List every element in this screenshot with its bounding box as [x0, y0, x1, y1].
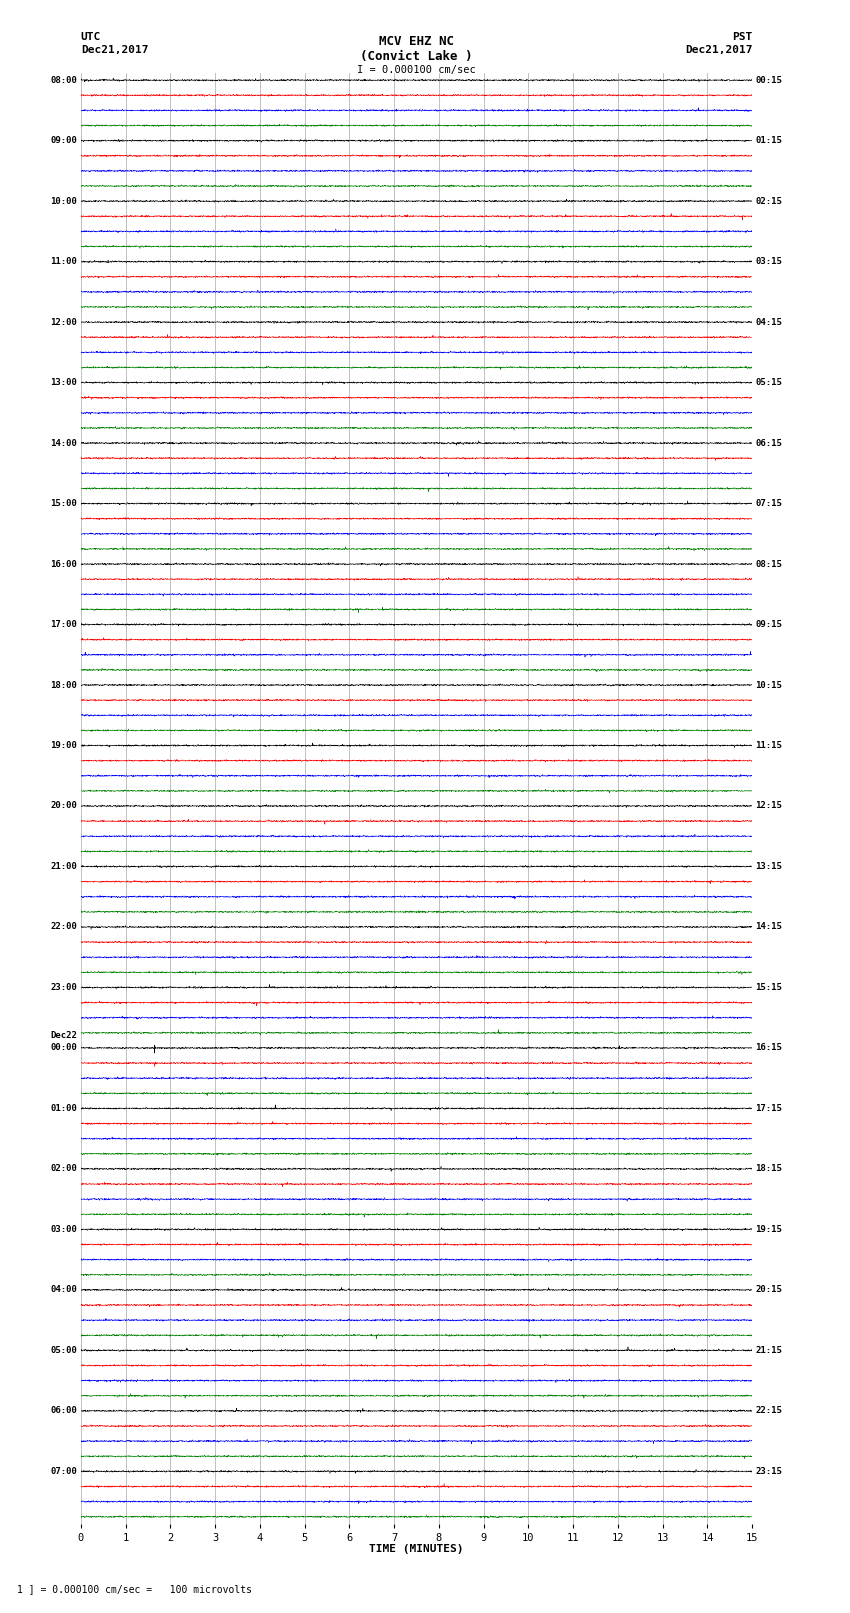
- Text: 14:15: 14:15: [756, 923, 783, 931]
- Text: TIME (MINUTES): TIME (MINUTES): [369, 1544, 464, 1553]
- Text: 10:00: 10:00: [50, 197, 77, 205]
- Text: 13:15: 13:15: [756, 861, 783, 871]
- Text: UTC: UTC: [81, 32, 101, 42]
- Text: 19:00: 19:00: [50, 740, 77, 750]
- Text: 05:00: 05:00: [50, 1345, 77, 1355]
- Text: 11:15: 11:15: [756, 740, 783, 750]
- Text: 15:15: 15:15: [756, 982, 783, 992]
- Text: 04:15: 04:15: [756, 318, 783, 326]
- Text: 21:00: 21:00: [50, 861, 77, 871]
- Text: 06:15: 06:15: [756, 439, 783, 447]
- Text: 07:15: 07:15: [756, 498, 783, 508]
- Text: 00:00: 00:00: [50, 1044, 77, 1052]
- Text: 04:00: 04:00: [50, 1286, 77, 1294]
- Text: 00:15: 00:15: [756, 76, 783, 84]
- Text: Dec22: Dec22: [50, 1031, 77, 1040]
- Text: 20:00: 20:00: [50, 802, 77, 810]
- Text: 15:00: 15:00: [50, 498, 77, 508]
- Text: 18:15: 18:15: [756, 1165, 783, 1173]
- Text: 03:00: 03:00: [50, 1224, 77, 1234]
- Text: 12:00: 12:00: [50, 318, 77, 326]
- Text: I = 0.000100 cm/sec: I = 0.000100 cm/sec: [357, 65, 476, 74]
- Text: 09:00: 09:00: [50, 135, 77, 145]
- Text: Dec21,2017: Dec21,2017: [81, 45, 148, 55]
- Text: 08:15: 08:15: [756, 560, 783, 568]
- Text: (Convict Lake ): (Convict Lake ): [360, 50, 473, 63]
- Text: 02:15: 02:15: [756, 197, 783, 205]
- Text: 14:00: 14:00: [50, 439, 77, 447]
- Text: 17:15: 17:15: [756, 1103, 783, 1113]
- Text: 12:15: 12:15: [756, 802, 783, 810]
- Text: 05:15: 05:15: [756, 377, 783, 387]
- Text: 18:00: 18:00: [50, 681, 77, 689]
- Text: 16:15: 16:15: [756, 1044, 783, 1052]
- Text: 1 ] = 0.000100 cm/sec =   100 microvolts: 1 ] = 0.000100 cm/sec = 100 microvolts: [17, 1584, 252, 1594]
- Text: 16:00: 16:00: [50, 560, 77, 568]
- Text: 01:00: 01:00: [50, 1103, 77, 1113]
- Text: 01:15: 01:15: [756, 135, 783, 145]
- Text: 21:15: 21:15: [756, 1345, 783, 1355]
- Text: 17:00: 17:00: [50, 619, 77, 629]
- Text: 23:00: 23:00: [50, 982, 77, 992]
- Text: Dec21,2017: Dec21,2017: [685, 45, 752, 55]
- Text: 07:00: 07:00: [50, 1466, 77, 1476]
- Text: 19:15: 19:15: [756, 1224, 783, 1234]
- Text: 09:15: 09:15: [756, 619, 783, 629]
- Text: 06:00: 06:00: [50, 1407, 77, 1415]
- Text: 02:00: 02:00: [50, 1165, 77, 1173]
- Text: 13:00: 13:00: [50, 377, 77, 387]
- Text: 20:15: 20:15: [756, 1286, 783, 1294]
- Text: 08:00: 08:00: [50, 76, 77, 84]
- Text: 11:00: 11:00: [50, 256, 77, 266]
- Text: 10:15: 10:15: [756, 681, 783, 689]
- Text: 03:15: 03:15: [756, 256, 783, 266]
- Text: PST: PST: [732, 32, 752, 42]
- Text: 23:15: 23:15: [756, 1466, 783, 1476]
- Text: MCV EHZ NC: MCV EHZ NC: [379, 35, 454, 48]
- Text: 22:15: 22:15: [756, 1407, 783, 1415]
- Text: 22:00: 22:00: [50, 923, 77, 931]
